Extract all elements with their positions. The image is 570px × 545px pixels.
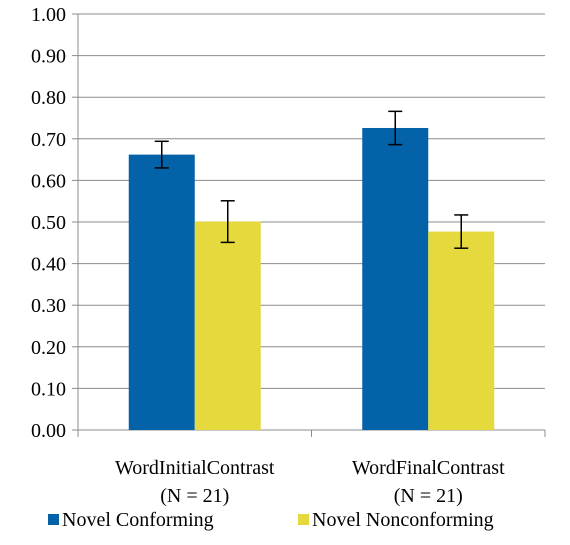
y-tick-label: 0.30 (31, 295, 66, 317)
y-tick-label: 0.50 (31, 212, 66, 234)
y-tick-label: 0.10 (31, 378, 66, 400)
y-tick-label: 1.00 (31, 4, 66, 26)
y-tick-label: 0.70 (31, 129, 66, 151)
x-category-label: WordInitialContrast (115, 457, 275, 479)
x-category-sublabel: (N = 21) (394, 485, 463, 507)
x-category-sublabel: (N = 21) (160, 485, 229, 507)
bar (362, 127, 429, 430)
bar (194, 221, 261, 430)
bar (428, 231, 495, 430)
legend-swatch (48, 514, 59, 525)
legend-label: Novel Conforming (62, 509, 214, 531)
y-tick-label: 0.80 (31, 87, 66, 109)
legend-label: Novel Nonconforming (312, 509, 494, 531)
y-tick-label: 0.40 (31, 254, 66, 276)
legend-swatch (298, 514, 309, 525)
bar (128, 154, 195, 430)
y-tick-label: 0.90 (31, 46, 66, 68)
y-tick-label: 0.20 (31, 337, 66, 359)
y-tick-label: 0.60 (31, 170, 66, 192)
x-category-label: WordFinalContrast (352, 457, 505, 479)
y-tick-label: 0.00 (31, 420, 66, 442)
